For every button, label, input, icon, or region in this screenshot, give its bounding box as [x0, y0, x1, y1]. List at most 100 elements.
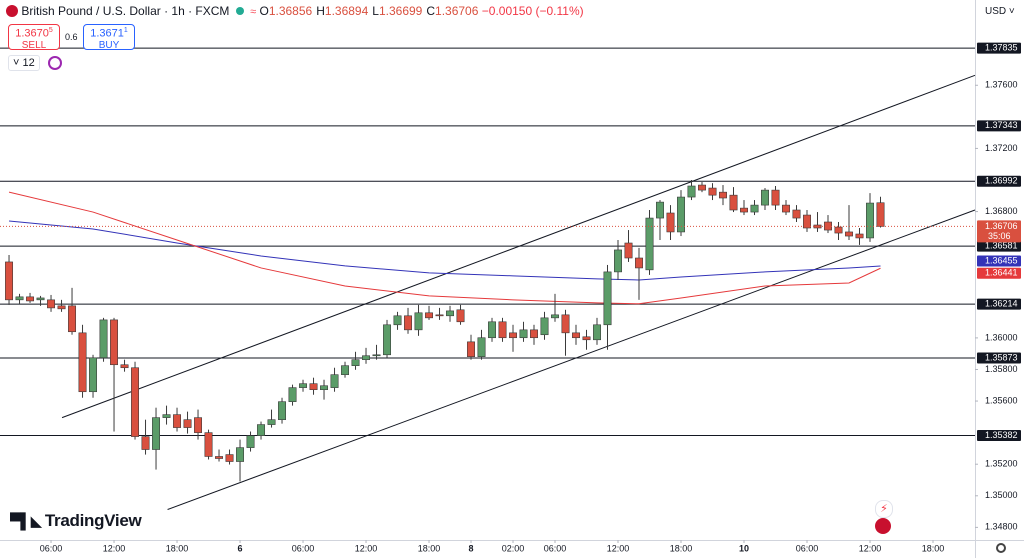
candle-body [341, 365, 349, 375]
candle-body [57, 305, 66, 310]
candle-body [267, 419, 276, 425]
candle-body [782, 204, 790, 213]
sell-button[interactable]: 1.36705 SELL [8, 24, 60, 51]
candle-body [803, 214, 811, 229]
change: −0.00150 (−0.11%) [481, 4, 584, 18]
sync-icon[interactable] [48, 56, 62, 70]
x-tick-label: 12:00 [607, 543, 630, 553]
x-tick-label: 6 [238, 543, 243, 553]
candle-body [729, 194, 738, 211]
candle-body [509, 332, 517, 339]
ma-label-text: 1.36441 [985, 268, 1018, 278]
candle-body [719, 191, 727, 199]
y-tick-label: 1.36000 [985, 332, 1018, 342]
price-label-text: 1.36706 [985, 221, 1018, 231]
price-label-box [977, 220, 1021, 243]
currency-menu[interactable]: USD ˅ [985, 6, 1015, 17]
candle-body [26, 296, 35, 302]
buy-button[interactable]: 1.36711 BUY [83, 24, 135, 51]
candle-body [687, 185, 696, 198]
candle-body [572, 332, 580, 339]
candle-body [278, 401, 286, 420]
candle-body [624, 242, 633, 259]
candle-body [761, 189, 769, 206]
candle-body [435, 314, 444, 317]
level-label: 1.35873 [977, 352, 1021, 364]
candle-body [540, 317, 549, 336]
ohlc: O1.36856 H1.36894 L1.36699 C1.36706 [259, 4, 478, 18]
candle-body [236, 447, 244, 462]
candle-body [89, 357, 98, 393]
candle-body [708, 187, 717, 196]
flag-icon [6, 5, 18, 17]
candle-body [404, 315, 412, 331]
ohlc-value: 1.36894 [324, 4, 369, 18]
candle-body [183, 419, 192, 428]
candle-body [78, 332, 87, 393]
candle-body [614, 249, 622, 273]
x-tick-label: 12:00 [103, 543, 126, 553]
x-tick-label: 18:00 [166, 543, 189, 553]
buy-pip: 1 [123, 27, 128, 34]
candle-body [120, 364, 129, 369]
ma-label: 1.36455 [977, 255, 1021, 267]
symbol-bar: British Pound / U.S. Dollar · 1h · FXCM … [6, 4, 584, 18]
candle-body [204, 432, 213, 457]
ohlc-label: L [372, 4, 379, 18]
ma-label-box [977, 267, 1021, 279]
candle-body [446, 310, 454, 317]
candle-body [393, 315, 402, 326]
level-label: 1.36581 [977, 241, 1021, 252]
level-label-box [977, 352, 1021, 364]
trendline [167, 209, 976, 510]
candle-body [309, 383, 318, 390]
spread: 0.6 [65, 32, 78, 42]
candle-body [330, 374, 339, 388]
y-tick-label: 1.35600 [985, 395, 1018, 405]
candle-body [813, 224, 822, 229]
logo-text: TradingView [44, 511, 142, 530]
candle-body [551, 314, 559, 319]
x-tick-label: 18:00 [418, 543, 441, 553]
indicator-toggle[interactable]: ˅ 12 [8, 55, 40, 71]
candle-body [194, 417, 202, 433]
x-tick-label: 02:00 [502, 543, 525, 553]
y-tick-label: 1.35800 [985, 364, 1018, 374]
candle-body [131, 367, 140, 437]
candle-body [456, 309, 465, 323]
candle-body [414, 312, 423, 331]
indicator-count: 12 [22, 57, 35, 69]
candle-body [530, 329, 538, 339]
x-tick-label: 06:00 [40, 543, 63, 553]
countdown: 35:06 [988, 231, 1011, 241]
y-tick-label: 1.35000 [985, 490, 1018, 500]
candle-body [834, 226, 843, 234]
candle-body [740, 207, 748, 213]
replay-icon: ≈ [250, 6, 257, 18]
level-label: 1.35382 [977, 430, 1021, 441]
x-tick-label: 06:00 [544, 543, 567, 553]
candle-body [866, 202, 874, 239]
level-label-text: 1.36214 [985, 298, 1018, 308]
symbol[interactable]: British Pound / U.S. Dollar · 1h · FXCM [21, 4, 230, 18]
settings-icon[interactable] [996, 543, 1006, 553]
level-label-text: 1.36581 [985, 241, 1018, 251]
ma-label-box [977, 255, 1021, 267]
candle-body [635, 257, 643, 269]
flag-button[interactable] [875, 518, 891, 534]
candle-body [488, 321, 496, 339]
alert-icon[interactable]: ⚡ [875, 500, 893, 518]
y-tick-label: 1.35200 [985, 459, 1018, 469]
status-dot [235, 7, 244, 15]
y-tick-label: 1.34800 [985, 522, 1018, 532]
candle-body [362, 355, 370, 360]
candle-body [771, 189, 780, 206]
level-label: 1.36214 [977, 298, 1021, 310]
ma-label-text: 1.36455 [985, 255, 1018, 265]
candle-body [477, 337, 486, 357]
plot-area [0, 47, 976, 510]
candle-body [257, 424, 265, 436]
candle-body [288, 387, 297, 402]
level-label-box [977, 175, 1021, 187]
